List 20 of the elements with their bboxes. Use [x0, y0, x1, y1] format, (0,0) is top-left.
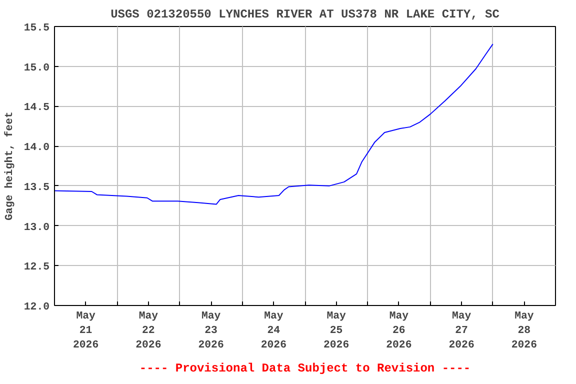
chart-title: USGS 021320550 LYNCHES RIVER AT US378 NR LAKE CITY, SC — [110, 8, 500, 22]
x-tick-label: May 24 2026 — [260, 310, 286, 352]
x-tick-label: May 25 2026 — [324, 310, 350, 352]
y-tick-label: 13.0 — [24, 222, 50, 234]
x-tick-label: May 26 2026 — [386, 310, 412, 352]
text: ---- Provisional Data Subject to Revision ---- — [139, 362, 471, 376]
x-tick-label: May 28 2026 — [511, 310, 537, 352]
y-tick-label: 12.0 — [24, 302, 50, 314]
y-tick-label: 15.0 — [24, 62, 50, 74]
y-tick-label: 13.5 — [24, 182, 50, 194]
x-tick-label: May 23 2026 — [198, 310, 224, 352]
x-tick-label: May 27 2026 — [448, 310, 474, 352]
x-tick-label: May 21 2026 — [73, 310, 99, 352]
y-tick-label: 14.0 — [24, 142, 50, 154]
line-series — [54, 44, 494, 205]
y-tick-label: 12.5 — [24, 262, 50, 274]
x-tick-label: May 22 2026 — [136, 310, 162, 352]
y-axis-title: Gage height, feet — [4, 112, 16, 220]
y-tick-label: 15.5 — [24, 22, 50, 34]
y-tick-label: 14.5 — [24, 102, 50, 114]
